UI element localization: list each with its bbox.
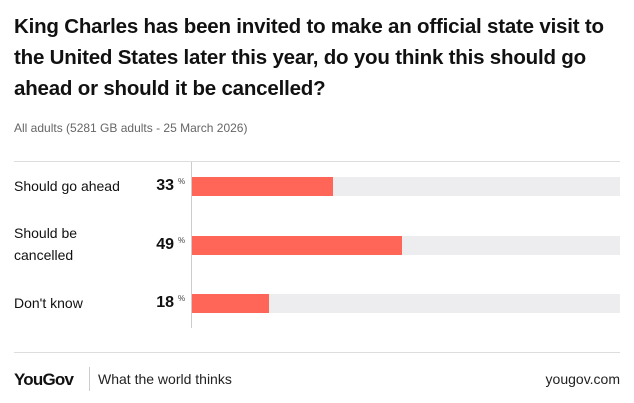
percent-unit: % bbox=[178, 177, 186, 186]
bar bbox=[192, 236, 402, 255]
bar-track bbox=[192, 177, 620, 196]
value-label: 49 bbox=[156, 236, 174, 253]
category-label: Should be cancelled bbox=[14, 225, 78, 263]
bar-track bbox=[192, 236, 620, 255]
percent-unit: % bbox=[178, 236, 186, 245]
yougov-logo: YouGov bbox=[14, 370, 74, 389]
percent-unit: % bbox=[178, 294, 186, 303]
category-label: Don't know bbox=[14, 295, 83, 311]
footer-separator bbox=[89, 367, 90, 391]
chart-title: King Charles has been invited to make an… bbox=[14, 15, 604, 100]
value-label: 18 bbox=[156, 294, 174, 311]
footer-divider bbox=[14, 352, 620, 353]
chart-subtitle: All adults (5281 GB adults - 25 March 20… bbox=[14, 121, 248, 135]
bar bbox=[192, 177, 334, 196]
top-divider bbox=[14, 161, 620, 162]
bar-track bbox=[192, 294, 620, 313]
footer-tagline: What the world thinks bbox=[98, 371, 232, 387]
category-label: Should go ahead bbox=[14, 178, 120, 194]
axis-line bbox=[191, 162, 192, 328]
bar bbox=[192, 294, 270, 313]
value-label: 33 bbox=[156, 177, 174, 194]
footer-url[interactable]: yougov.com bbox=[545, 371, 620, 387]
